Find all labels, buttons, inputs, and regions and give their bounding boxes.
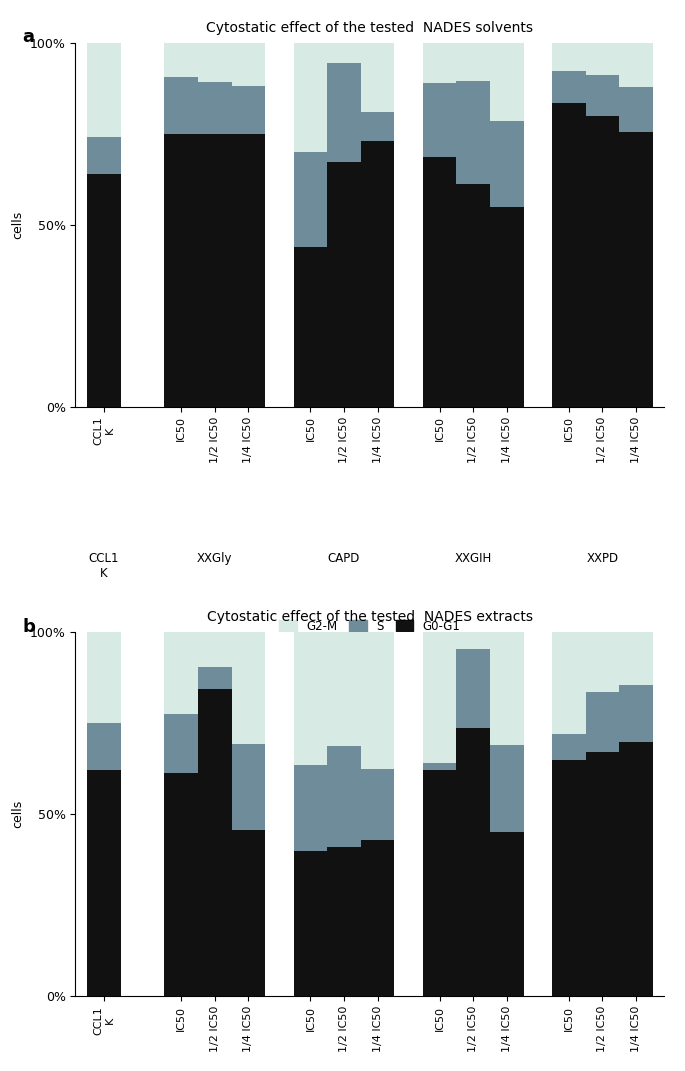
Title: Cytostatic effect of the tested  NADES extracts: Cytostatic effect of the tested NADES ex… [207,610,533,624]
Bar [361,141,395,407]
Bar [619,742,653,996]
Bar [586,632,619,692]
Bar [456,728,490,996]
Text: XXPD: XXPD [586,553,619,565]
Bar [327,632,361,745]
Title: Cytostatic effect of the tested  NADES solvents: Cytostatic effect of the tested NADES so… [206,20,534,34]
Bar [87,632,121,723]
Bar [361,840,395,996]
Bar [619,43,653,88]
Bar [198,632,232,667]
Bar [423,632,456,764]
Bar [423,84,456,156]
Bar [198,690,232,996]
Text: CCL1
K: CCL1 K [88,553,119,580]
Bar [619,88,653,132]
Bar [490,832,523,996]
Bar [294,246,327,407]
Bar [586,692,619,752]
Bar [232,744,265,830]
Bar [327,43,361,63]
Bar [552,104,586,407]
Bar [198,134,232,407]
Bar [294,765,327,851]
Bar [198,81,232,134]
Bar [294,851,327,996]
Bar [619,132,653,407]
Bar [294,152,327,246]
Bar [294,632,327,765]
Bar [423,770,456,996]
Legend: G2-M, S, G0-G1: G2-M, S, G0-G1 [275,615,465,637]
Bar [87,137,121,174]
Bar [490,121,523,207]
Y-axis label: cells: cells [11,211,24,239]
Bar [164,632,198,714]
Bar [327,162,361,407]
Bar [232,830,265,996]
Bar [552,759,586,996]
Text: b: b [23,618,35,636]
Bar [232,86,265,134]
Bar [87,43,121,137]
Bar [456,184,490,407]
Bar [87,770,121,996]
Bar [327,847,361,996]
Bar [87,174,121,407]
Text: a: a [23,28,34,46]
Bar [198,667,232,690]
Bar [423,43,456,84]
Text: XXGly: XXGly [197,553,233,565]
Bar [361,632,395,769]
Bar [164,773,198,996]
Bar [552,43,586,71]
Bar [456,632,490,649]
Bar [327,63,361,162]
Bar [552,632,586,734]
Bar [232,134,265,407]
Bar [490,632,523,745]
Bar [586,752,619,996]
Bar [423,156,456,407]
Bar [164,134,198,407]
Bar [490,207,523,407]
Bar [164,77,198,134]
Bar [456,649,490,728]
Bar [552,734,586,759]
Bar [423,764,456,770]
Bar [490,745,523,832]
Bar [586,43,619,75]
Bar [164,714,198,773]
Bar [87,723,121,770]
Bar [586,75,619,116]
Bar [586,116,619,407]
Bar [198,43,232,81]
Bar [361,769,395,840]
Bar [294,43,327,152]
Bar [619,684,653,742]
Text: CAPD: CAPD [328,553,360,565]
Bar [164,43,198,77]
Bar [552,71,586,104]
Bar [619,632,653,684]
Text: XXGIH: XXGIH [455,553,492,565]
Bar [232,632,265,744]
Bar [456,81,490,184]
Bar [361,43,395,112]
Bar [361,112,395,141]
Bar [327,745,361,847]
Bar [232,43,265,86]
Y-axis label: cells: cells [11,800,24,828]
Bar [490,43,523,121]
Bar [456,43,490,81]
